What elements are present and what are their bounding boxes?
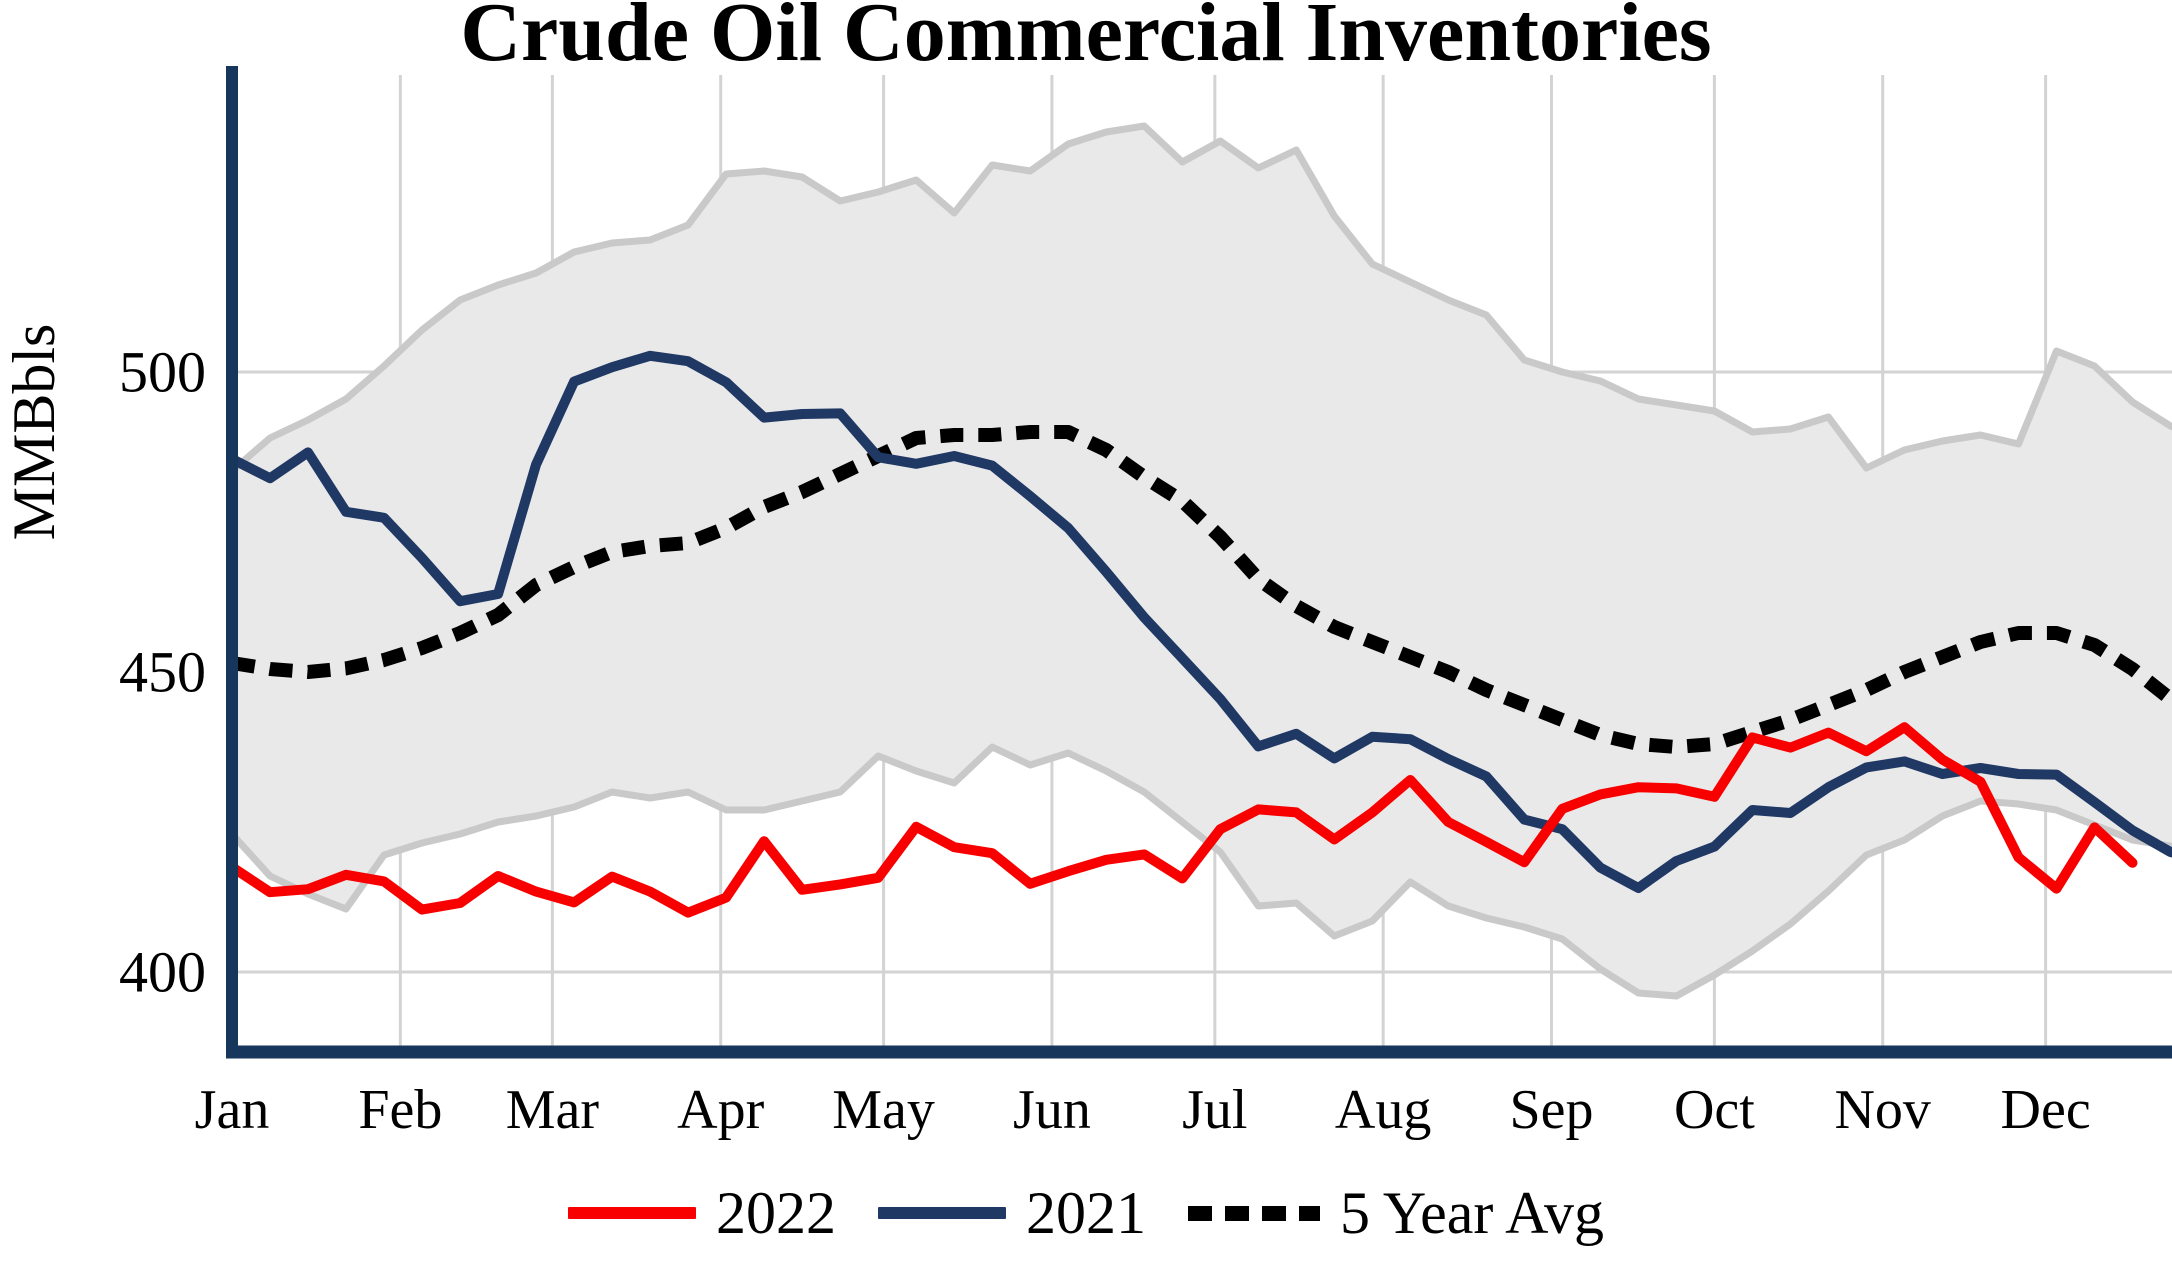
x-tick-label-nov: Nov [1834,1079,1930,1141]
legend-label-2022: 2022 [716,1180,837,1246]
series-line-2022 [227,722,2138,918]
series-line-5-year-avg [230,425,2172,754]
legend-item-2021: 2021 [878,1183,1146,1243]
series-line-2021 [227,350,2172,893]
legend-label-2021: 2021 [1026,1180,1147,1246]
legend-label-5yr-avg: 5 Year Avg [1340,1180,1604,1246]
x-tick-label-apr: Apr [677,1079,764,1141]
legend: 2022 2021 5 Year Avg [0,1168,2172,1258]
x-tick-label-may: May [832,1079,935,1141]
legend-swatch-2022-line [568,1207,697,1219]
legend-swatch-5yr-avg-dotted-line [1188,1205,1321,1221]
y-tick-label-450: 450 [119,640,206,705]
x-tick-label-jun: Jun [1013,1079,1091,1141]
five-year-range-band [229,122,2172,1000]
axis-labels: Crude Oil Commercial Inventories MMBbls … [1,0,2091,1141]
series-lines [227,350,2172,918]
five-year-range-upper-edge [229,122,2172,474]
x-tick-label-feb: Feb [358,1079,442,1141]
x-tick-label-mar: Mar [506,1079,600,1141]
legend-swatch-2021-line [878,1207,1007,1219]
legend-item-2022: 2022 [568,1183,836,1243]
five-year-range-lower-edge [229,743,2172,1000]
chart-title: Crude Oil Commercial Inventories [460,0,1711,79]
y-tick-label-400: 400 [119,940,206,1005]
y-axis-label: MMBbls [1,324,67,541]
x-tick-label-dec: Dec [2001,1079,2091,1141]
five-year-range-fill [232,126,2172,996]
legend-item-5yr-avg: 5 Year Avg [1188,1183,1604,1243]
x-tick-label-oct: Oct [1674,1079,1755,1141]
x-tick-label-jan: Jan [195,1079,270,1141]
y-tick-label-500: 500 [119,340,206,405]
axes [226,66,2172,1059]
x-tick-label-jul: Jul [1182,1079,1247,1141]
x-tick-label-aug: Aug [1335,1079,1431,1141]
x-tick-label-sep: Sep [1509,1079,1593,1141]
